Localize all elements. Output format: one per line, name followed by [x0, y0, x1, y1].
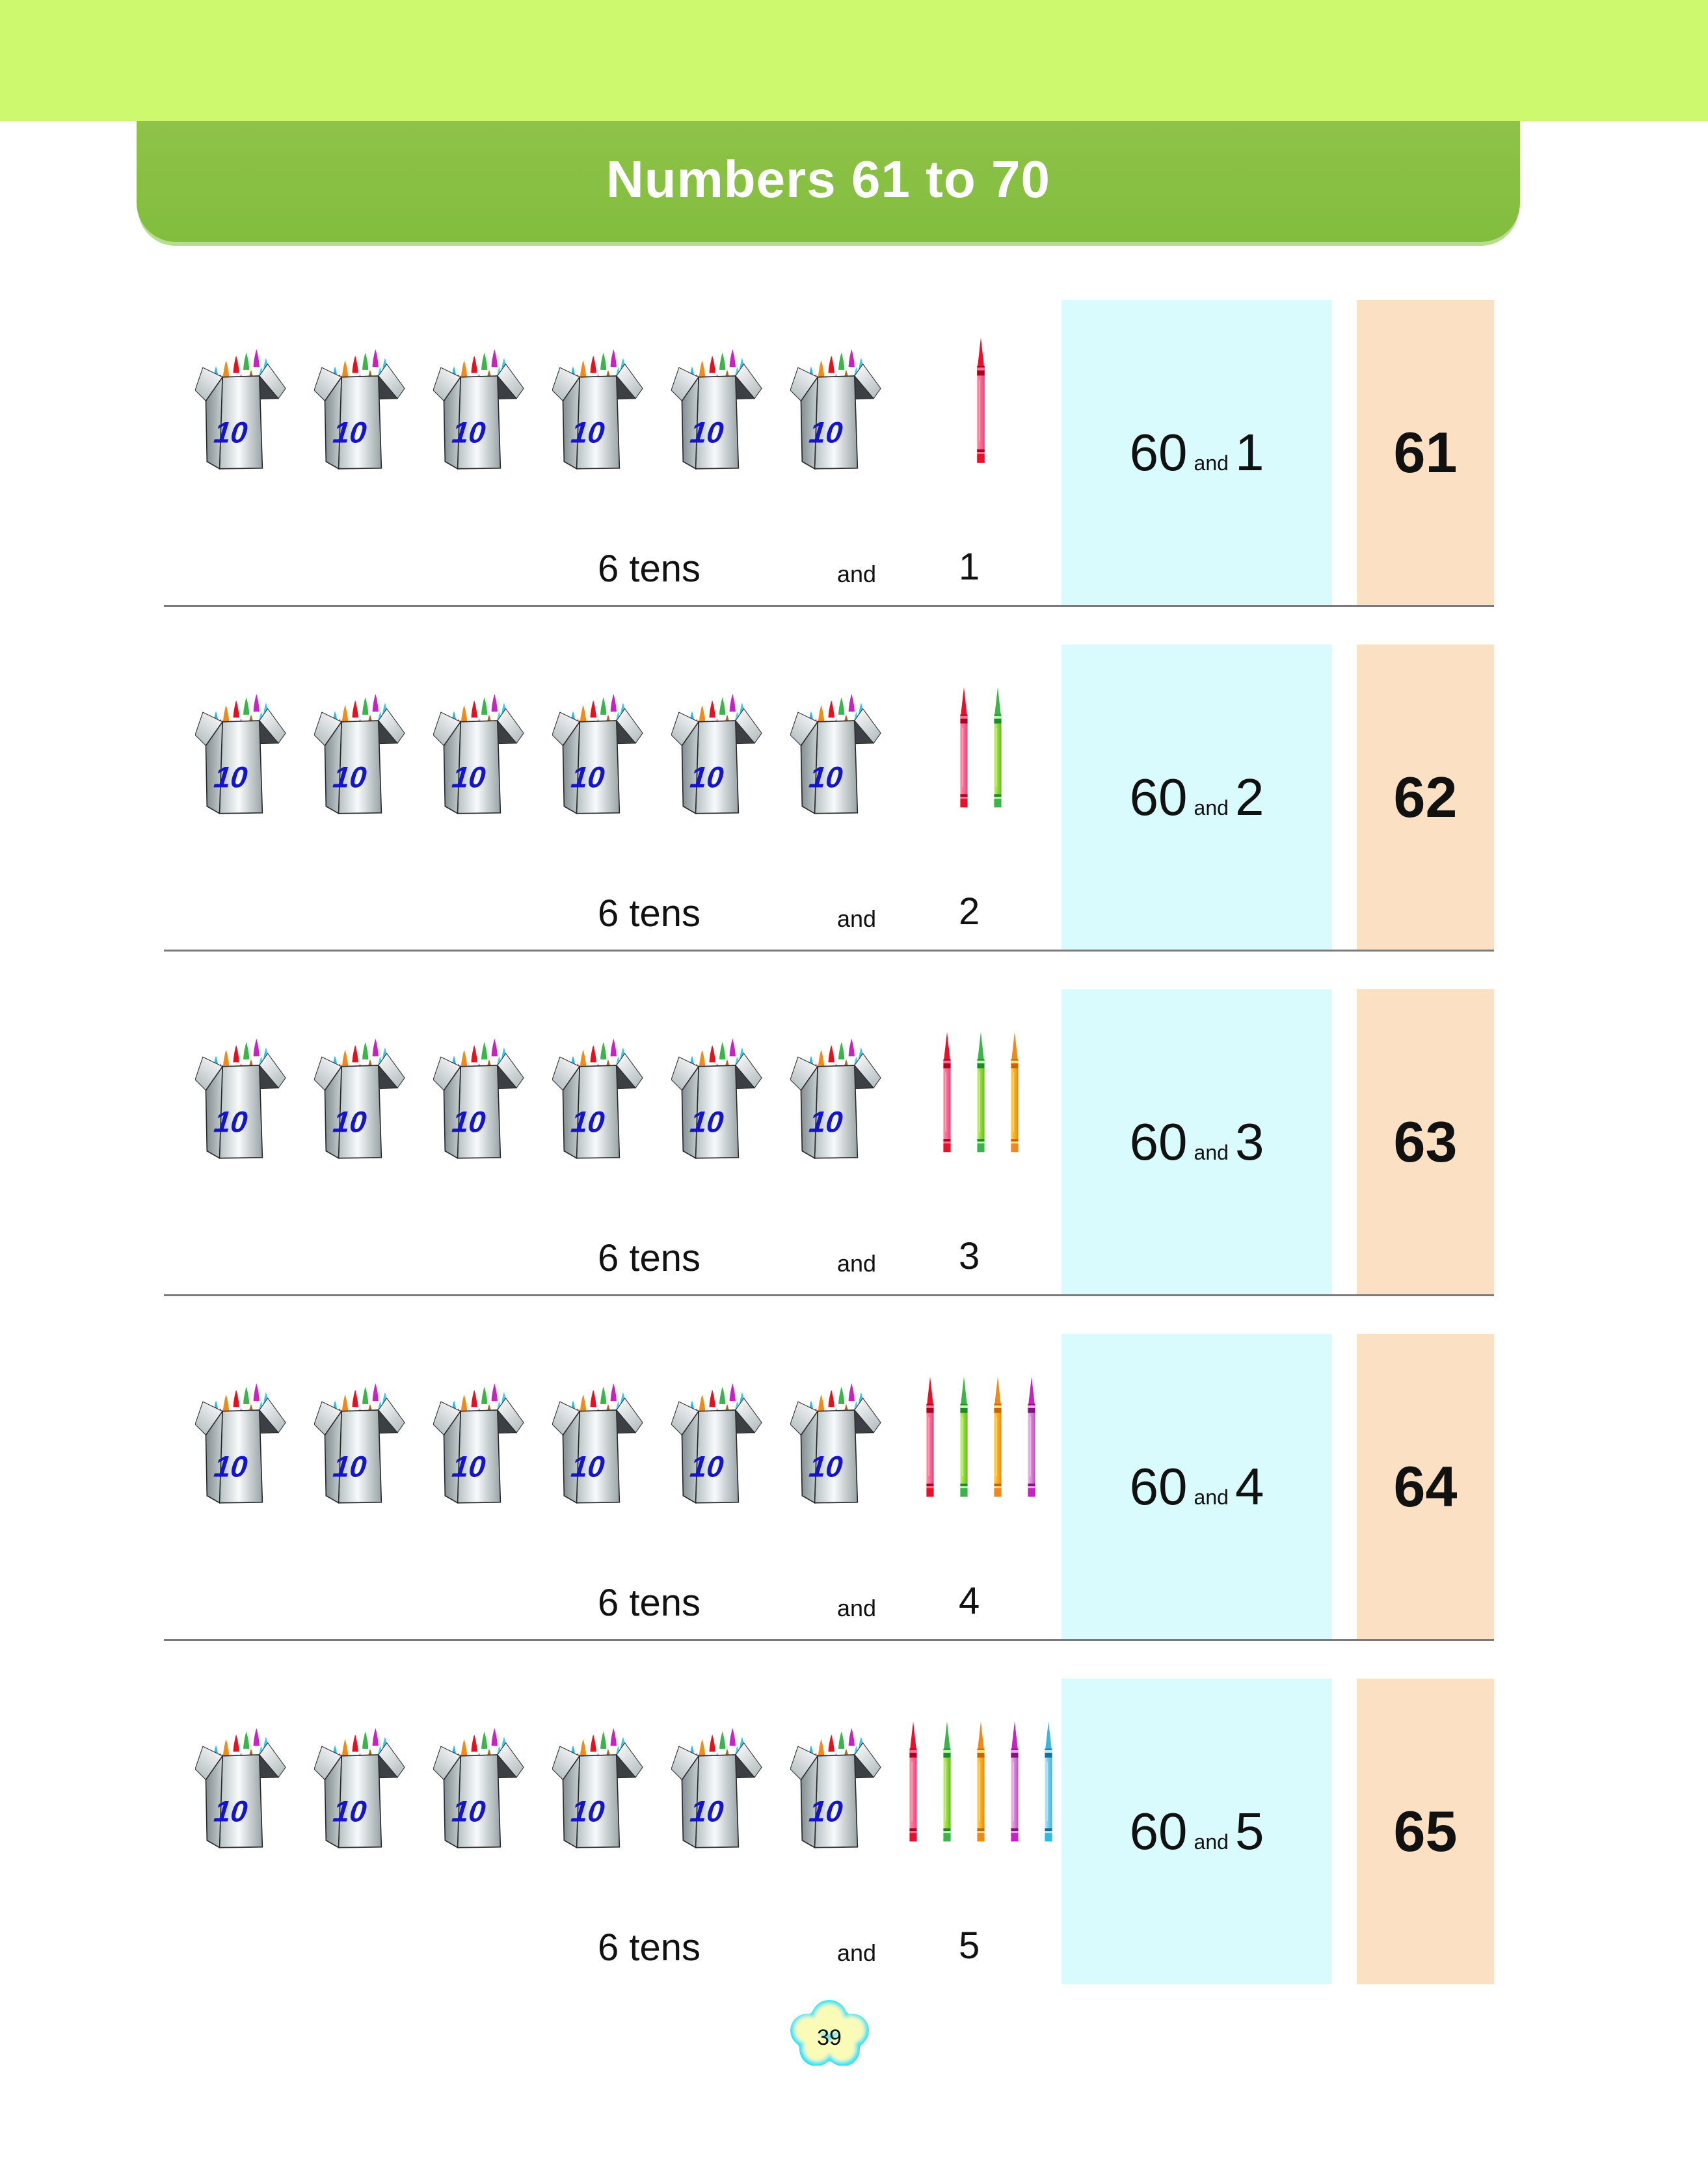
svg-text:10: 10: [213, 416, 250, 449]
svg-text:10: 10: [570, 1794, 607, 1828]
svg-text:10: 10: [689, 1794, 726, 1828]
svg-text:10: 10: [451, 1450, 488, 1484]
svg-text:10: 10: [808, 1450, 845, 1484]
svg-text:10: 10: [689, 1450, 726, 1484]
svg-text:10: 10: [570, 760, 607, 794]
svg-text:10: 10: [808, 1794, 845, 1828]
svg-text:39: 39: [817, 2025, 842, 2050]
svg-text:10: 10: [808, 760, 845, 794]
svg-text:10: 10: [451, 1794, 488, 1828]
svg-text:10: 10: [332, 1794, 369, 1828]
svg-text:10: 10: [213, 1105, 250, 1139]
svg-text:10: 10: [213, 760, 250, 794]
svg-text:10: 10: [570, 1450, 607, 1484]
svg-text:10: 10: [332, 760, 369, 794]
svg-text:10: 10: [213, 1794, 250, 1828]
svg-text:10: 10: [332, 1450, 369, 1484]
svg-text:10: 10: [332, 416, 369, 449]
svg-text:10: 10: [332, 1105, 369, 1139]
svg-text:10: 10: [689, 1105, 726, 1139]
svg-text:10: 10: [570, 1105, 607, 1139]
svg-text:10: 10: [213, 1450, 250, 1484]
svg-text:10: 10: [451, 416, 488, 449]
svg-text:10: 10: [570, 416, 607, 449]
svg-text:10: 10: [451, 1105, 488, 1139]
svg-text:10: 10: [808, 416, 845, 449]
svg-text:10: 10: [689, 760, 726, 794]
svg-text:10: 10: [689, 416, 726, 449]
svg-text:10: 10: [451, 760, 488, 794]
svg-text:10: 10: [808, 1105, 845, 1139]
